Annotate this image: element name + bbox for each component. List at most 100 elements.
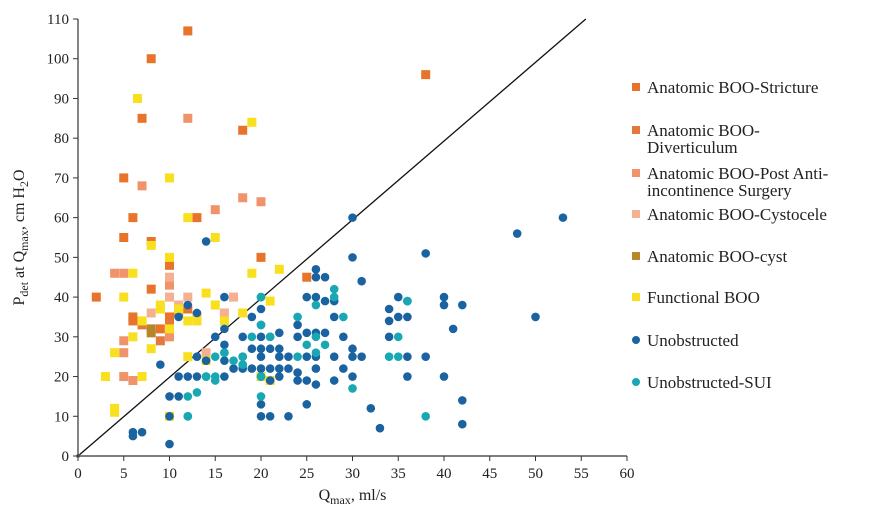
data-point [183, 372, 193, 381]
data-point [146, 308, 156, 318]
data-point [137, 427, 147, 437]
data-point [238, 193, 248, 203]
legend-label: Anatomic BOO-Post Anti- [647, 164, 829, 183]
data-point [192, 213, 202, 223]
legend-label: Diverticulum [647, 138, 738, 157]
data-point [302, 352, 312, 361]
y-axis-title-part: 2 [17, 181, 31, 187]
data-point [265, 296, 275, 306]
data-point [247, 268, 257, 278]
data-point [329, 352, 339, 361]
data-point [256, 197, 266, 207]
data-point [128, 431, 138, 441]
data-point [183, 113, 193, 123]
data-point [229, 356, 238, 365]
data-point [348, 344, 357, 354]
data-point [137, 181, 147, 191]
data-point [183, 26, 193, 36]
data-point [183, 300, 193, 310]
data-point [210, 352, 220, 361]
data-point [311, 364, 321, 373]
data-point [329, 312, 339, 322]
data-point [192, 316, 202, 326]
data-point [421, 70, 431, 80]
data-point [458, 419, 467, 429]
data-point [155, 304, 165, 314]
data-point [137, 372, 147, 382]
data-point [403, 352, 412, 361]
y-tick-label: 100 [47, 52, 70, 68]
data-point [128, 332, 138, 342]
data-point [320, 328, 330, 338]
data-point [293, 376, 302, 385]
x-tick-label: 0 [74, 466, 82, 482]
data-point [201, 372, 211, 381]
data-point [275, 328, 284, 338]
data-point [110, 268, 120, 278]
data-point [201, 288, 211, 298]
data-point [558, 213, 568, 222]
data-point [119, 336, 129, 346]
data-point [238, 125, 248, 135]
legend-marker [632, 83, 640, 91]
y-tick-label: 60 [54, 211, 69, 227]
data-point [238, 308, 248, 318]
legend-label: Anatomic BOO-Cystocele [647, 205, 827, 224]
data-point [119, 173, 129, 183]
data-point [201, 348, 211, 358]
data-point [329, 284, 339, 294]
legend-item: Functional BOO [632, 288, 760, 307]
data-point [119, 233, 129, 242]
data-point [210, 205, 220, 215]
data-point [421, 352, 431, 361]
data-point [100, 372, 110, 382]
data-point [165, 292, 174, 302]
data-point [311, 348, 321, 358]
legend-item: Anatomic BOO-Cystocele [632, 205, 827, 224]
data-point [146, 54, 156, 64]
x-tick-label: 30 [345, 466, 360, 482]
data-point [247, 332, 257, 342]
data-point [165, 312, 174, 322]
x-tick-label: 40 [437, 466, 452, 482]
data-point [348, 384, 357, 393]
data-point [293, 320, 302, 330]
data-point [275, 352, 284, 361]
data-point [219, 308, 229, 318]
data-point [219, 316, 229, 326]
data-point [393, 292, 403, 302]
series-4 [146, 324, 156, 338]
data-point [155, 324, 165, 334]
y-tick-label: 30 [54, 330, 69, 346]
data-point [192, 352, 202, 361]
data-point [339, 332, 348, 342]
x-tick-label: 15 [208, 466, 223, 482]
x-axis-title-main: Q [319, 487, 331, 504]
y-tick-label: 40 [54, 290, 69, 306]
data-point [156, 360, 165, 369]
legend-label: Anatomic BOO- [647, 121, 760, 140]
axes: 0 5 10 15 20 25 30 35 40 45 50 55 60 0 10 20 30 40 50 60 70 8… [11, 12, 635, 507]
data-point [384, 316, 394, 326]
data-point [265, 376, 275, 385]
data-point [284, 352, 293, 361]
data-point [238, 352, 247, 361]
data-point [265, 411, 275, 421]
legend-item: Anatomic BOO-cyst [632, 247, 788, 266]
legend-label: Unobstructed-SUI [647, 373, 772, 392]
data-point [302, 340, 312, 350]
data-point [132, 93, 142, 103]
data-point [275, 344, 284, 354]
data-point [220, 324, 229, 334]
data-point [165, 392, 174, 401]
data-point [210, 332, 220, 342]
data-point [265, 364, 275, 373]
data-point [256, 364, 266, 373]
data-point [165, 252, 174, 262]
y-tick-label: 50 [54, 250, 69, 266]
y-axis-title-part: O [11, 169, 28, 181]
series-6 [128, 213, 568, 449]
y-tick-label: 70 [54, 171, 69, 187]
series-2 [110, 113, 266, 386]
y-axis-title-part: P [11, 297, 28, 306]
